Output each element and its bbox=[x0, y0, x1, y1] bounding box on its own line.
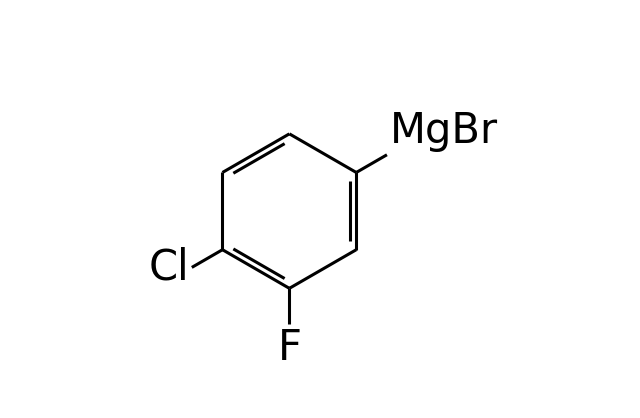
Text: F: F bbox=[277, 327, 301, 369]
Text: MgBr: MgBr bbox=[390, 110, 498, 152]
Text: Cl: Cl bbox=[148, 247, 189, 288]
